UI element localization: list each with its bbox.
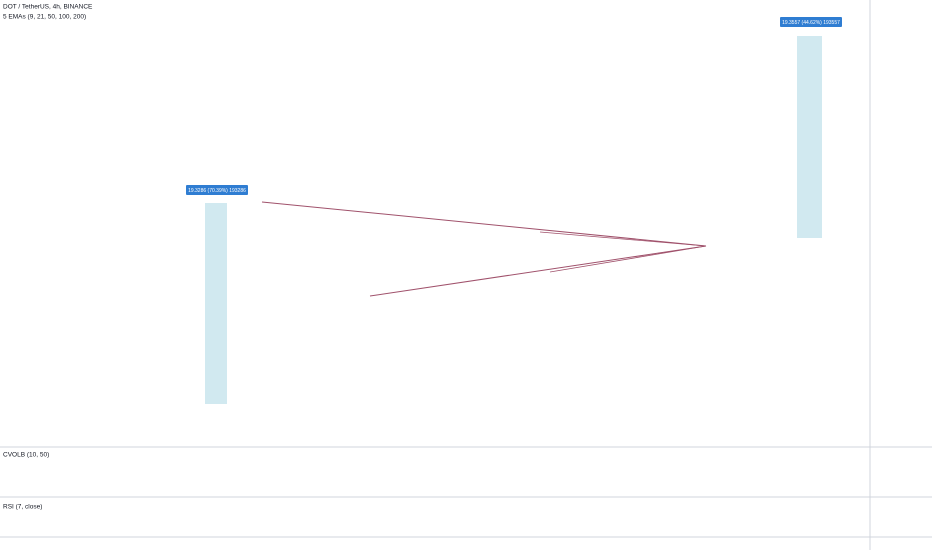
- indicator-title: 5 EMAs (9, 21, 50, 100, 200): [3, 14, 86, 21]
- measure-label-bg: [186, 185, 248, 195]
- trendline: [261, 201, 707, 247]
- trendline: [369, 245, 707, 297]
- measure-label-bg: [780, 17, 842, 27]
- measure-label: 19.3557 (44.62%) 193557: [782, 20, 840, 26]
- trendline: [539, 231, 707, 247]
- measure-label: 19.3286 (70.39%) 193286: [188, 188, 246, 194]
- symbol-title: DOT / TetherUS, 4h, BINANCE: [3, 4, 93, 11]
- measure-box: [205, 203, 227, 404]
- volume-title: CVOLB (10, 50): [3, 452, 49, 459]
- trendline: [549, 245, 707, 273]
- measure-box: [797, 36, 822, 238]
- rsi-title: RSI (7, close): [3, 504, 42, 511]
